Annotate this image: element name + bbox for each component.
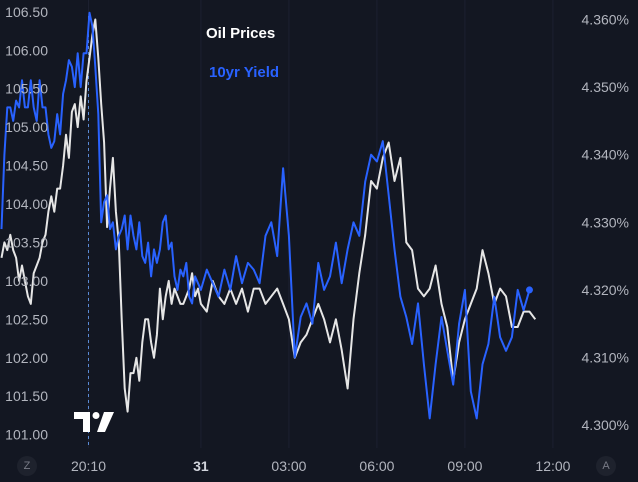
right-axis-tick-label: 4.320% (582, 282, 629, 298)
legend-10yr-yield: 10yr Yield (209, 64, 279, 81)
x-axis-tick-label: 09:00 (447, 458, 482, 474)
oil-prices-line (0, 18, 537, 413)
auto-scale-right-button[interactable]: A (596, 456, 616, 476)
left-axis: 106.50 106.00 105.50 105.00 104.50 104.00 103.… (5, 4, 48, 443)
left-axis-tick-label: 101.00 (5, 427, 48, 443)
right-axis-tick-label: 4.310% (582, 350, 629, 366)
left-axis-tick-label: 105.00 (5, 119, 48, 135)
x-axis-tick-label: 20:10 (71, 458, 106, 474)
left-axis-tick-label: 104.50 (5, 158, 48, 174)
right-axis-tick-label: 4.340% (582, 147, 629, 163)
left-axis-tick-label: 105.50 (5, 81, 48, 97)
left-axis-tick-label: 106.50 (5, 4, 48, 20)
left-axis-tick-label: 101.50 (5, 388, 48, 404)
yield-last-point (525, 286, 533, 294)
x-axis-tick-label: 06:00 (359, 458, 394, 474)
left-axis-tick-label: 102.50 (5, 311, 48, 327)
x-gridlines (87, 0, 554, 448)
left-axis-tick-label: 104.00 (5, 196, 48, 212)
tradingview-logo (74, 412, 114, 432)
right-axis-tick-label: 4.360% (582, 11, 629, 27)
x-axis-tick-label: 12:00 (535, 458, 570, 474)
auto-scale-left-button[interactable]: Z (17, 456, 37, 476)
10yr-yield-line (0, 11, 531, 420)
left-axis-tick-label: 103.50 (5, 234, 48, 250)
x-axis-tick-label: 03:00 (271, 458, 306, 474)
left-axis-tick-label: 103.00 (5, 273, 48, 289)
left-axis-tick-label: 106.00 (5, 42, 48, 58)
left-axis-tick-label: 102.00 (5, 350, 48, 366)
x-axis: 20:10 31 03:00 06:00 09:00 12:00 (71, 458, 571, 474)
right-axis-tick-label: 4.350% (582, 79, 629, 95)
right-axis: 4.360% 4.350% 4.340% 4.330% 4.320% 4.310% 4.30… (582, 11, 629, 433)
x-axis-tick-label: 31 (193, 458, 209, 474)
right-axis-tick-label: 4.300% (582, 417, 629, 433)
right-axis-tick-label: 4.330% (582, 214, 629, 230)
legend-oil-prices: Oil Prices (206, 25, 275, 42)
